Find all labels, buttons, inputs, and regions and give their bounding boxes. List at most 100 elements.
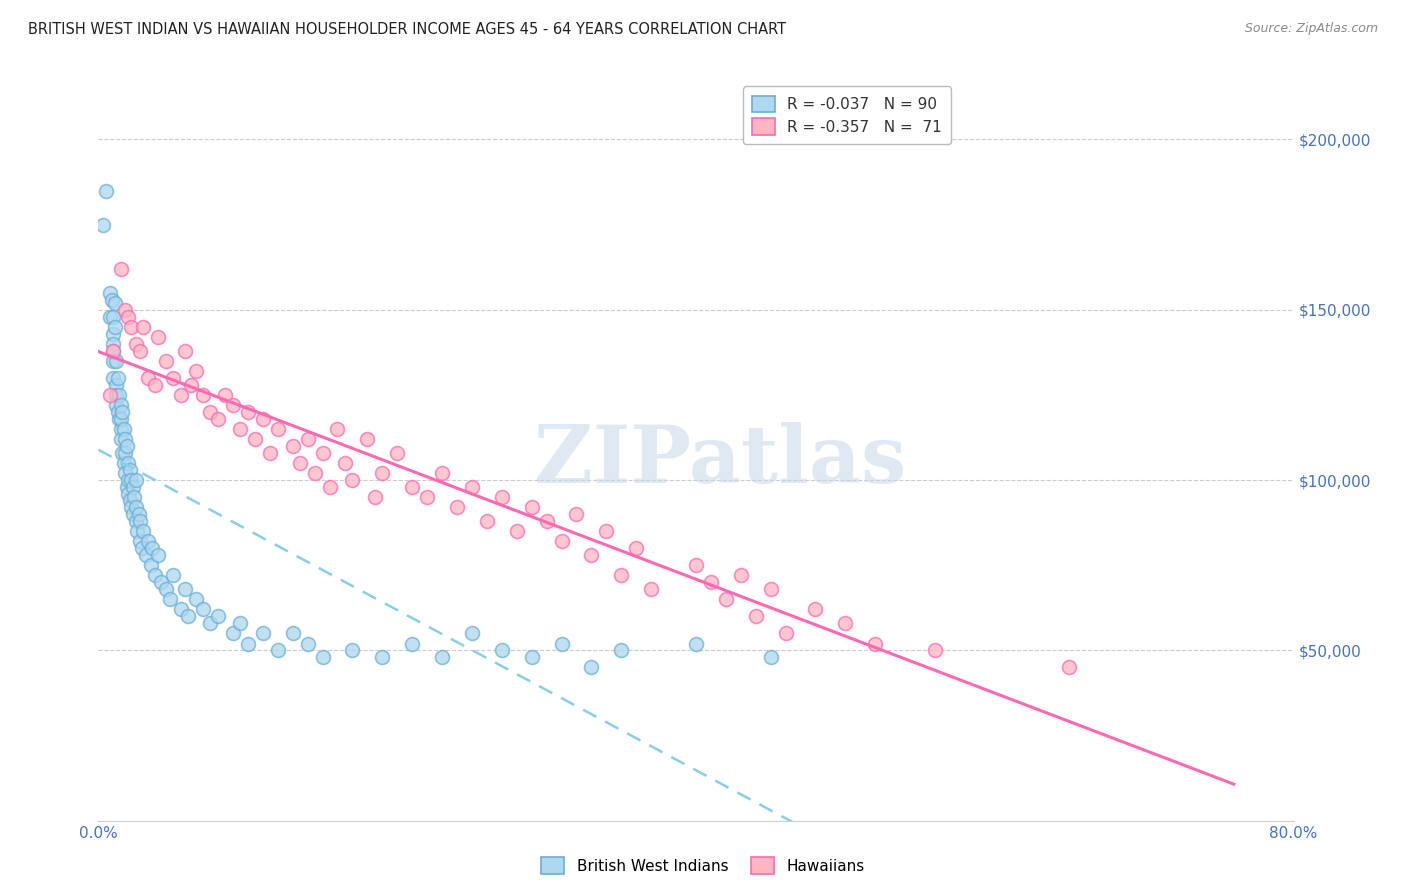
Point (115, 439, 138, 453)
Point (114, 432, 136, 446)
Point (124, 490, 146, 504)
Point (446, 500, 468, 515)
Point (108, 388, 131, 402)
Point (103, 336, 125, 351)
Point (104, 296, 127, 310)
Point (759, 582, 782, 596)
Point (200, 616, 222, 631)
Point (94, 184, 117, 198)
Point (319, 480, 342, 494)
Point (135, 548, 157, 562)
Point (416, 490, 439, 504)
Point (184, 364, 207, 378)
Point (401, 636, 423, 650)
Point (745, 609, 768, 624)
Point (117, 310, 139, 324)
Point (159, 592, 181, 607)
Point (245, 432, 267, 446)
Point (200, 405, 222, 419)
Point (111, 405, 134, 419)
Point (131, 541, 153, 556)
Point (834, 616, 856, 631)
Point (104, 319, 127, 334)
Point (550, 534, 572, 549)
Point (103, 310, 125, 324)
Point (610, 643, 633, 657)
Point (120, 473, 142, 487)
Point (169, 602, 191, 616)
Point (207, 411, 229, 425)
Point (101, 293, 124, 307)
Point (430, 467, 453, 481)
Point (236, 405, 259, 419)
Point (536, 514, 558, 528)
Point (129, 514, 152, 528)
Point (401, 480, 423, 494)
Point (125, 473, 148, 487)
Point (125, 514, 148, 528)
Point (150, 575, 173, 590)
Point (207, 609, 229, 624)
Point (252, 411, 274, 425)
Point (143, 568, 166, 582)
Point (297, 432, 319, 446)
Point (326, 422, 349, 436)
Point (267, 643, 290, 657)
Point (107, 371, 129, 385)
Point (461, 480, 484, 494)
Point (475, 514, 498, 528)
Point (110, 398, 132, 412)
Legend: British West Indians, Hawaiians: British West Indians, Hawaiians (536, 851, 870, 880)
Point (110, 411, 132, 425)
Point (304, 467, 326, 481)
Point (581, 548, 603, 562)
Point (117, 473, 139, 487)
Point (112, 456, 135, 470)
Point (371, 467, 394, 481)
Point (804, 602, 827, 616)
Point (127, 524, 149, 538)
Point (114, 446, 136, 460)
Point (924, 643, 946, 657)
Point (125, 336, 148, 351)
Point (91, 218, 114, 232)
Point (191, 388, 214, 402)
Point (105, 377, 128, 392)
Point (491, 490, 513, 504)
Point (236, 636, 259, 650)
Point (148, 330, 170, 344)
Point (222, 398, 245, 412)
Point (685, 636, 707, 650)
Point (461, 626, 484, 640)
Point (98, 388, 122, 402)
Point (103, 343, 125, 358)
Point (174, 582, 197, 596)
Point (114, 467, 136, 481)
Point (281, 626, 304, 640)
Point (103, 343, 125, 358)
Point (120, 319, 142, 334)
Point (364, 490, 387, 504)
Point (520, 500, 543, 515)
Point (115, 480, 138, 494)
Point (143, 377, 166, 392)
Point (550, 636, 572, 650)
Point (118, 493, 141, 508)
Point (120, 500, 142, 515)
Point (121, 507, 143, 521)
Point (595, 524, 617, 538)
Point (775, 626, 797, 640)
Point (111, 446, 134, 460)
Point (98, 310, 122, 324)
Point (108, 411, 131, 425)
Point (112, 422, 135, 436)
Point (132, 524, 155, 538)
Point (333, 456, 356, 470)
Point (311, 446, 333, 460)
Point (110, 432, 132, 446)
Point (105, 388, 128, 402)
Point (174, 343, 197, 358)
Point (107, 405, 129, 419)
Point (581, 660, 603, 674)
Point (136, 371, 159, 385)
